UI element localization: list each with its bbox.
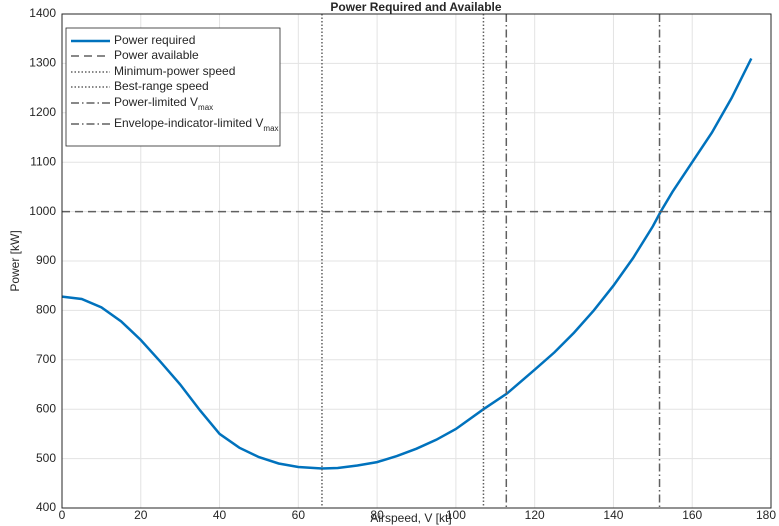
legend-name: Power available — [114, 48, 199, 62]
chart-title: Power Required and Available — [330, 0, 501, 14]
x-tick-label: 160 — [682, 508, 702, 522]
y-tick-label: 1200 — [29, 105, 56, 119]
legend-label: Minimum-power speed — [114, 64, 235, 78]
power-required-line — [61, 57, 753, 470]
y-tick-label: 1100 — [30, 154, 56, 168]
legend-subscript: max — [198, 103, 213, 112]
legend-name: Envelope-indicator-limited V — [114, 116, 263, 130]
legend-label: Best-range speed — [114, 79, 209, 93]
x-tick-label: 20 — [134, 508, 148, 522]
legend-box — [65, 27, 281, 147]
plot-border — [61, 13, 772, 509]
legend-name: Minimum-power speed — [114, 64, 235, 78]
x-tick-label: 180 — [756, 508, 776, 522]
x-tick-label: 40 — [213, 508, 227, 522]
legend-name: Power required — [114, 33, 195, 47]
legend-label: Power-limited Vmax — [114, 95, 213, 112]
y-tick-label: 800 — [36, 303, 56, 317]
y-tick-label: 500 — [36, 451, 56, 465]
x-tick-label: 100 — [446, 508, 466, 522]
y-tick-label: 1300 — [29, 56, 56, 70]
legend-label: Envelope-indicator-limited Vmax — [114, 116, 279, 133]
legend-name: Power-limited V — [114, 95, 198, 109]
y-tick-label: 600 — [36, 401, 56, 415]
y-tick-label: 700 — [36, 352, 56, 366]
legend-subscript: max — [263, 124, 278, 133]
x-tick-label: 60 — [292, 508, 306, 522]
legend-name: Best-range speed — [114, 79, 209, 93]
x-tick-label: 80 — [370, 508, 384, 522]
y-tick-label: 1000 — [29, 204, 56, 218]
x-tick-label: 120 — [525, 508, 545, 522]
y-tick-label: 900 — [36, 253, 56, 267]
x-axis-label: Airspeed, V [kt] — [370, 511, 451, 525]
legend-label: Power available — [114, 48, 199, 62]
y-tick-label: 1400 — [29, 6, 56, 20]
y-tick-label: 400 — [36, 500, 56, 514]
y-axis-label: Power [kW] — [8, 230, 22, 291]
x-tick-label: 0 — [59, 508, 66, 522]
legend-label: Power required — [114, 33, 195, 47]
x-tick-label: 140 — [603, 508, 623, 522]
